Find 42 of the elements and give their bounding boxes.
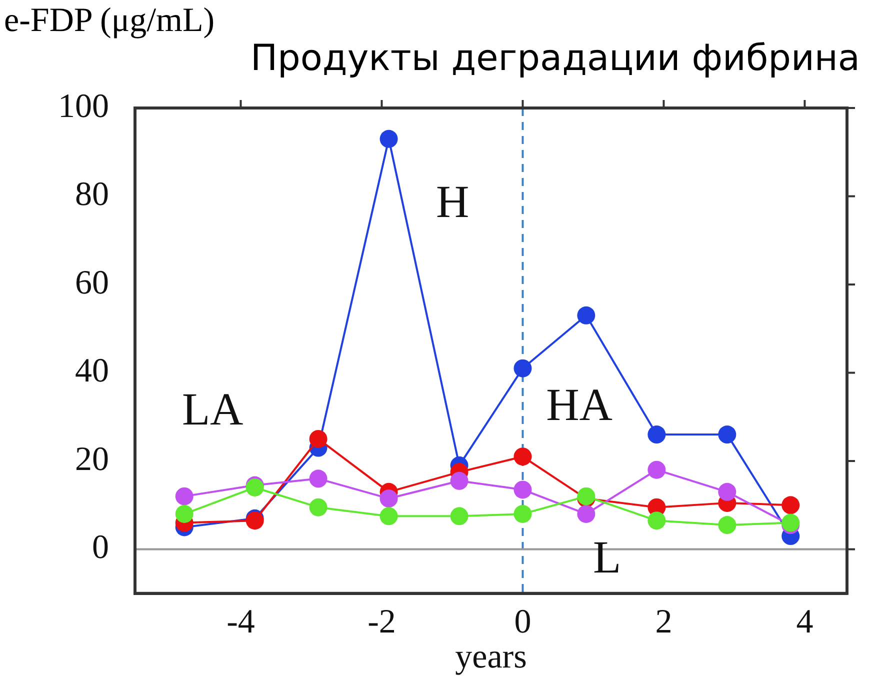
y-tick-label: 0	[92, 529, 109, 566]
x-tick-label: -4	[226, 604, 255, 641]
y-tick-label: 60	[75, 264, 109, 302]
point	[309, 470, 328, 488]
point	[648, 512, 666, 530]
y-tick-label: 100	[58, 88, 109, 125]
annotation: HA	[546, 379, 613, 430]
point	[782, 496, 800, 514]
point	[577, 504, 596, 523]
point	[514, 480, 532, 499]
point	[648, 460, 666, 479]
point	[450, 507, 468, 526]
y-tick-label: 20	[75, 440, 109, 478]
point	[718, 426, 736, 444]
x-tick-label: 2	[655, 604, 672, 641]
x-tick-label: 0	[514, 604, 532, 641]
point	[514, 359, 532, 378]
point	[309, 498, 328, 516]
annotation: L	[593, 531, 622, 582]
point	[514, 448, 532, 466]
x-tick-label: -2	[368, 604, 396, 641]
x-axis-title: years	[455, 638, 527, 676]
point	[380, 507, 398, 526]
point	[577, 487, 596, 506]
y-axis-title: e-FDP (μg/mL)	[4, 2, 215, 40]
y-tick-label: 80	[75, 176, 109, 214]
point	[380, 130, 398, 148]
point	[514, 504, 532, 523]
point	[309, 430, 328, 448]
point	[718, 482, 736, 501]
chart-title: Продукты деградации фибрина	[249, 38, 860, 79]
point	[577, 306, 596, 324]
y-tick-label: 40	[75, 352, 109, 390]
annotation: LA	[182, 383, 244, 434]
point	[175, 487, 194, 506]
point	[380, 490, 398, 508]
x-tick-label: 4	[796, 604, 814, 641]
point	[450, 472, 468, 490]
point	[175, 504, 194, 523]
point	[718, 516, 736, 534]
point	[648, 426, 666, 444]
annotation: H	[436, 176, 470, 228]
